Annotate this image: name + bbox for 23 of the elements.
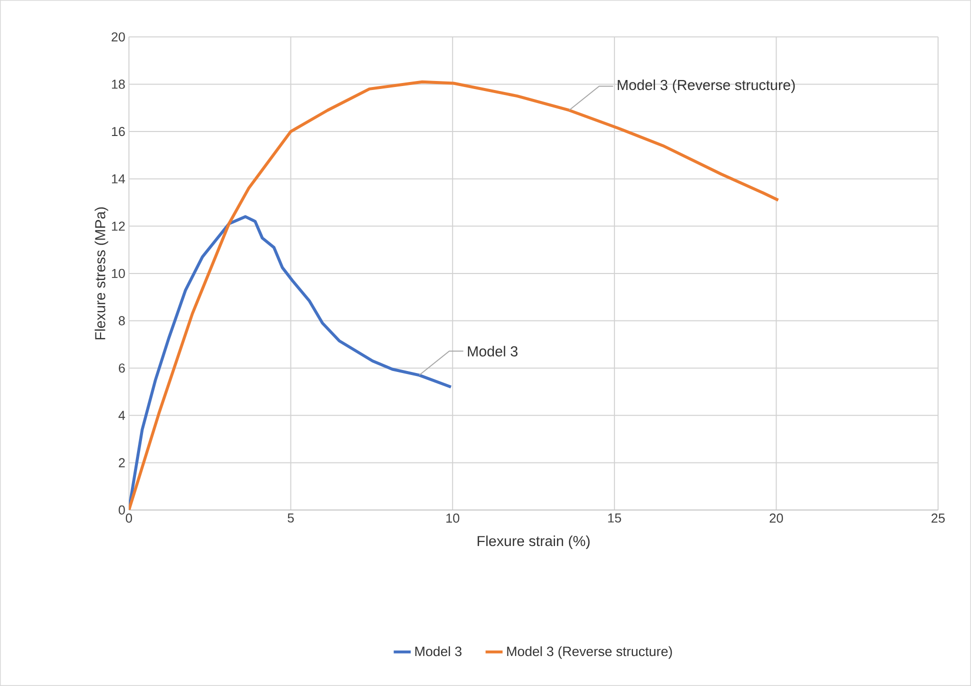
y-tick-label: 0: [118, 505, 125, 515]
annotation: Model 3 (Reverse structure): [618, 80, 795, 93]
legend-label: Model 3: [415, 646, 462, 656]
x-tick-label: 15: [608, 514, 622, 523]
x-tick-label: 20: [770, 514, 783, 523]
y-tick-label: 18: [112, 80, 125, 89]
annotation: Model 3: [468, 346, 518, 356]
y-tick-label: 6: [118, 364, 125, 373]
x-tick-label: 10: [446, 514, 460, 523]
x-axis-title: Flexure strain (%): [478, 536, 590, 550]
x-tick-label: 25: [932, 514, 945, 523]
y-tick-label: 2: [118, 458, 125, 468]
y-tick-label: 14: [112, 174, 126, 184]
y-tick-label: 8: [118, 316, 125, 326]
y-tick-label: 10: [112, 268, 125, 278]
legend-label: Model 3 (Reverse structure): [507, 646, 672, 659]
y-tick-label: 12: [112, 222, 125, 231]
y-tick-label: 16: [112, 126, 125, 136]
x-tick-label: 0: [126, 514, 132, 523]
x-tick-label: 5: [288, 514, 294, 523]
y-tick-label: 20: [112, 32, 125, 42]
y-axis-title: Flexure stress (MPa): [94, 207, 108, 340]
y-tick-label: 4: [118, 410, 126, 420]
